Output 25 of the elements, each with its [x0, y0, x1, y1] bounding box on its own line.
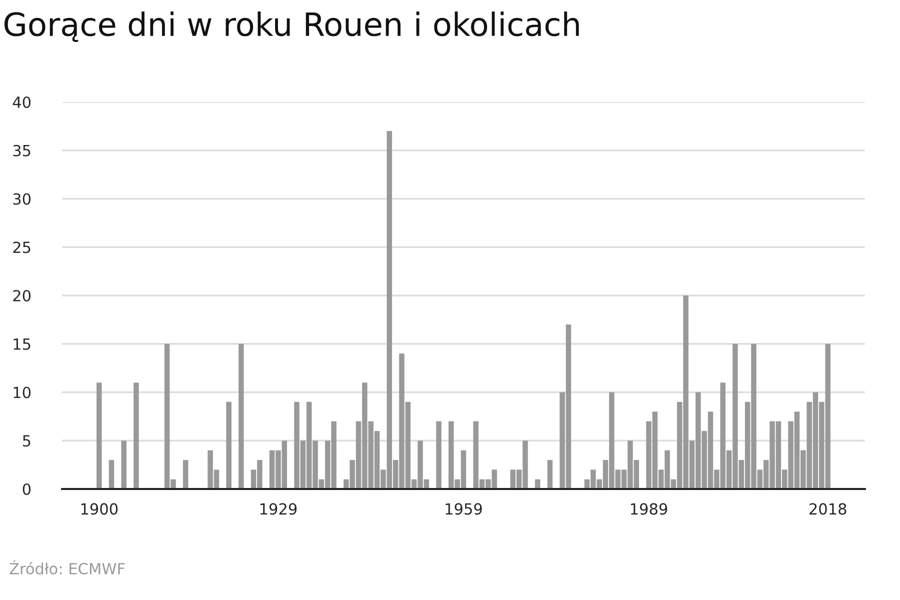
bar [226, 402, 232, 489]
bar [238, 344, 244, 489]
bar [108, 460, 114, 489]
x-tick-label: 1929 [260, 503, 297, 515]
x-tick-label: 1959 [446, 503, 482, 515]
bar [121, 440, 126, 489]
bar [436, 421, 442, 489]
y-tick-label: 35 [13, 144, 30, 156]
y-tick-label: 20 [13, 290, 31, 302]
y-tick-label: 0 [22, 483, 31, 496]
x-tick-label: 1900 [81, 503, 118, 515]
bar [182, 460, 188, 489]
y-tick-label: 25 [13, 242, 30, 254]
x-tick-label: 2018 [810, 503, 846, 515]
x-tick-label: 1989 [631, 503, 668, 515]
bar [96, 382, 102, 489]
y-tick-label: 5 [23, 435, 30, 447]
bar [547, 460, 553, 489]
bar [134, 382, 139, 489]
y-tick-label: 10 [14, 386, 31, 398]
text: Źródło: ECMWF [10, 560, 125, 574]
y-tick-label: 30 [13, 193, 31, 205]
chart-title: Gorące dni w roku Rouen i okolicach [4, 12, 579, 42]
y-tick-label: 15 [14, 338, 30, 350]
y-tick-label: 40 [12, 96, 31, 108]
